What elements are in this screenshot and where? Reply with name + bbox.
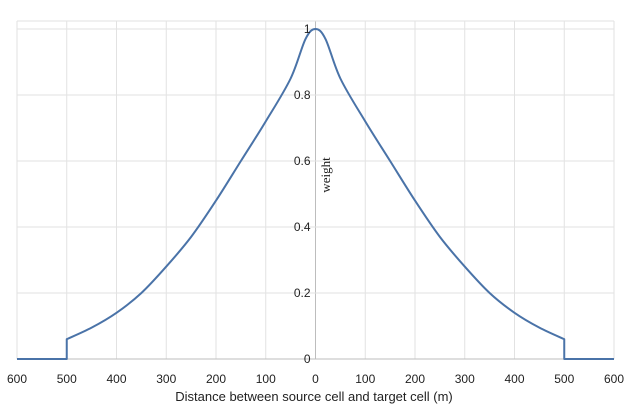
x-tick-label: 600 <box>604 372 624 386</box>
x-tick-label: 500 <box>554 372 574 386</box>
x-tick-label: 600 <box>7 372 27 386</box>
x-axis-label: Distance between source cell and target … <box>175 389 452 404</box>
x-tick-label: 500 <box>57 372 77 386</box>
grid <box>16 21 615 360</box>
x-tick-label: 100 <box>355 372 375 386</box>
x-tick-label: 400 <box>504 372 524 386</box>
y-tick-label: 0 <box>304 352 311 366</box>
x-tick-label: 300 <box>156 372 176 386</box>
y-tick-label: 0.4 <box>294 220 311 234</box>
y-tick-label: 1 <box>304 22 311 36</box>
y-tick-label: 0.6 <box>294 154 311 168</box>
x-tick-label: 400 <box>106 372 126 386</box>
y-tick-label: 0.8 <box>294 88 311 102</box>
series-layer <box>17 28 614 360</box>
y-tick-label: 0.2 <box>294 286 311 300</box>
x-tick-label: 200 <box>206 372 226 386</box>
x-tick-label: 0 <box>312 372 319 386</box>
y-axis-label: weight <box>318 157 333 193</box>
x-tick-label: 200 <box>405 372 425 386</box>
weight-series-line <box>17 28 614 360</box>
tick-labels: 600 500 400 300 200 100 0 100 200 300 400 500 600 0 0.… <box>7 22 624 386</box>
x-tick-label: 100 <box>256 372 276 386</box>
x-tick-label: 300 <box>455 372 475 386</box>
